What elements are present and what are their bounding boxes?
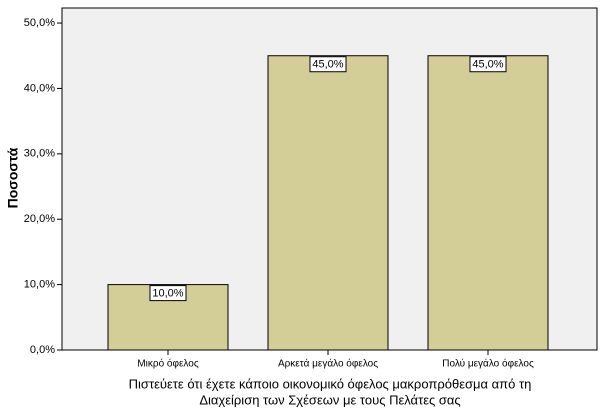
bar xyxy=(267,55,389,351)
y-tick-label: 10,0% xyxy=(24,279,55,291)
y-tick-label: 40,0% xyxy=(24,82,55,94)
value-label-box xyxy=(469,56,507,73)
x-tick-label: Πολύ μεγάλο όφελος xyxy=(442,358,534,370)
value-label: 45,0% xyxy=(312,59,343,71)
value-label: 10,0% xyxy=(152,288,183,300)
x-axis-label: Πιστεύετε ότι έχετε κάποιο οικονομικό όφ… xyxy=(129,376,532,391)
bar xyxy=(427,55,549,351)
value-label: 45,0% xyxy=(472,59,503,71)
y-axis-label: Ποσοστά xyxy=(5,147,21,208)
y-tick-label: 30,0% xyxy=(24,148,55,160)
value-label-box xyxy=(309,56,347,73)
x-tick-label: Μικρό όφελος xyxy=(137,358,198,370)
value-label-box xyxy=(149,285,187,302)
y-tick-label: 50,0% xyxy=(24,17,55,29)
x-tick-label: Αρκετά μεγάλο όφελος xyxy=(278,358,378,370)
y-tick-label: 20,0% xyxy=(24,213,55,225)
x-axis-label: Διαχείριση των Σχέσεων με τους Πελάτες σ… xyxy=(199,392,460,407)
y-tick-label: 0,0% xyxy=(30,344,55,356)
